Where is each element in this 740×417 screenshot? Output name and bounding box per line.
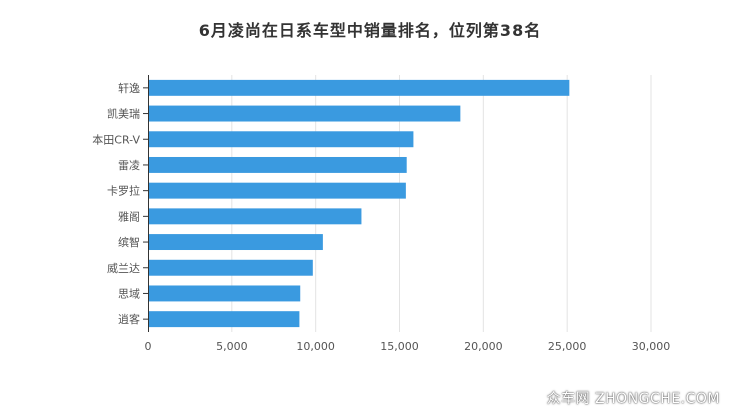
category-label: 雷凌 (118, 158, 140, 172)
x-tick-label: 15,000 (380, 340, 419, 353)
watermark-logo: 众车网 ZHONGCHE.COM (546, 391, 720, 407)
bar (148, 131, 414, 148)
bar (148, 259, 313, 276)
bar (148, 182, 406, 199)
bar (148, 208, 362, 225)
x-tick-label: 5,000 (216, 340, 248, 353)
x-tick-label: 20,000 (464, 340, 503, 353)
category-label: 雅阁 (118, 209, 140, 223)
chart-title: 6月凌尚在日系车型中销量排名，位列第38名 (198, 21, 542, 40)
category-label: 缤智 (118, 235, 140, 249)
bar (148, 156, 407, 173)
bar (148, 79, 570, 96)
bar (148, 285, 301, 302)
x-tick-labels: 0 5,000 10,000 15,000 20,000 25,000 30,000 (145, 340, 671, 353)
category-label: 逍客 (118, 312, 140, 326)
category-label: 本田CR-V (92, 132, 140, 146)
x-tick-label: 25,000 (548, 340, 587, 353)
x-tick-label: 30,000 (632, 340, 671, 353)
category-label: 凯美瑞 (107, 107, 140, 121)
bar (148, 105, 461, 122)
bar (148, 234, 323, 251)
bars (148, 79, 570, 328)
category-label: 卡罗拉 (107, 184, 140, 198)
axes (143, 75, 149, 332)
x-tick-label: 0 (145, 340, 152, 353)
x-tick-label: 10,000 (296, 340, 335, 353)
category-label: 思域 (118, 287, 140, 300)
category-label: 威兰达 (107, 262, 140, 275)
category-label: 轩逸 (118, 81, 140, 95)
bar (148, 311, 300, 328)
